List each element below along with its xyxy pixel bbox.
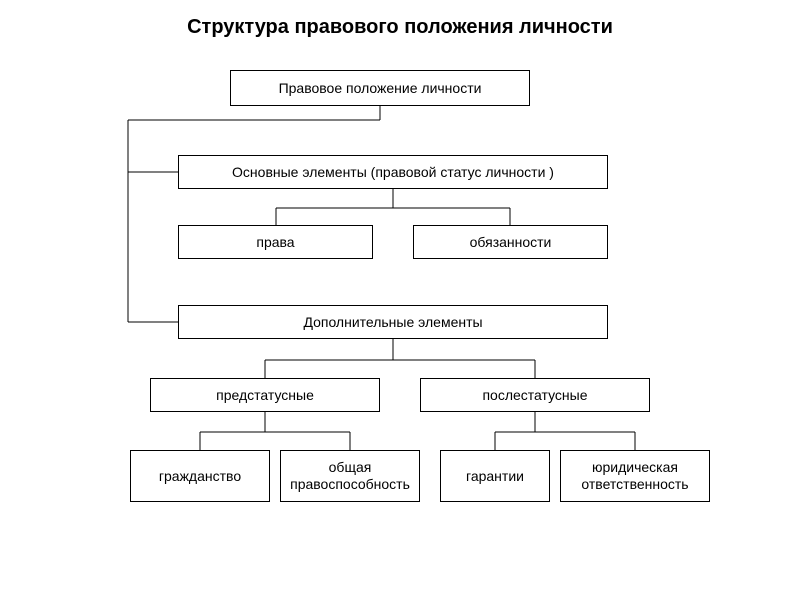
node-poslestat: послестатусные bbox=[420, 378, 650, 412]
node-garantii: гарантии bbox=[440, 450, 550, 502]
diagram-title: Структура правового положения личности bbox=[80, 16, 720, 46]
node-dop: Дополнительные элементы bbox=[178, 305, 608, 339]
node-prava: права bbox=[178, 225, 373, 259]
node-root: Правовое положение личности bbox=[230, 70, 530, 106]
node-predstat: предстатусные bbox=[150, 378, 380, 412]
node-grazhd: гражданство bbox=[130, 450, 270, 502]
node-main: Основные элементы (правовой статус лично… bbox=[178, 155, 608, 189]
node-otvetstv: юридическая ответственность bbox=[560, 450, 710, 502]
node-pravosp: общая правоспособность bbox=[280, 450, 420, 502]
node-obyaz: обязанности bbox=[413, 225, 608, 259]
